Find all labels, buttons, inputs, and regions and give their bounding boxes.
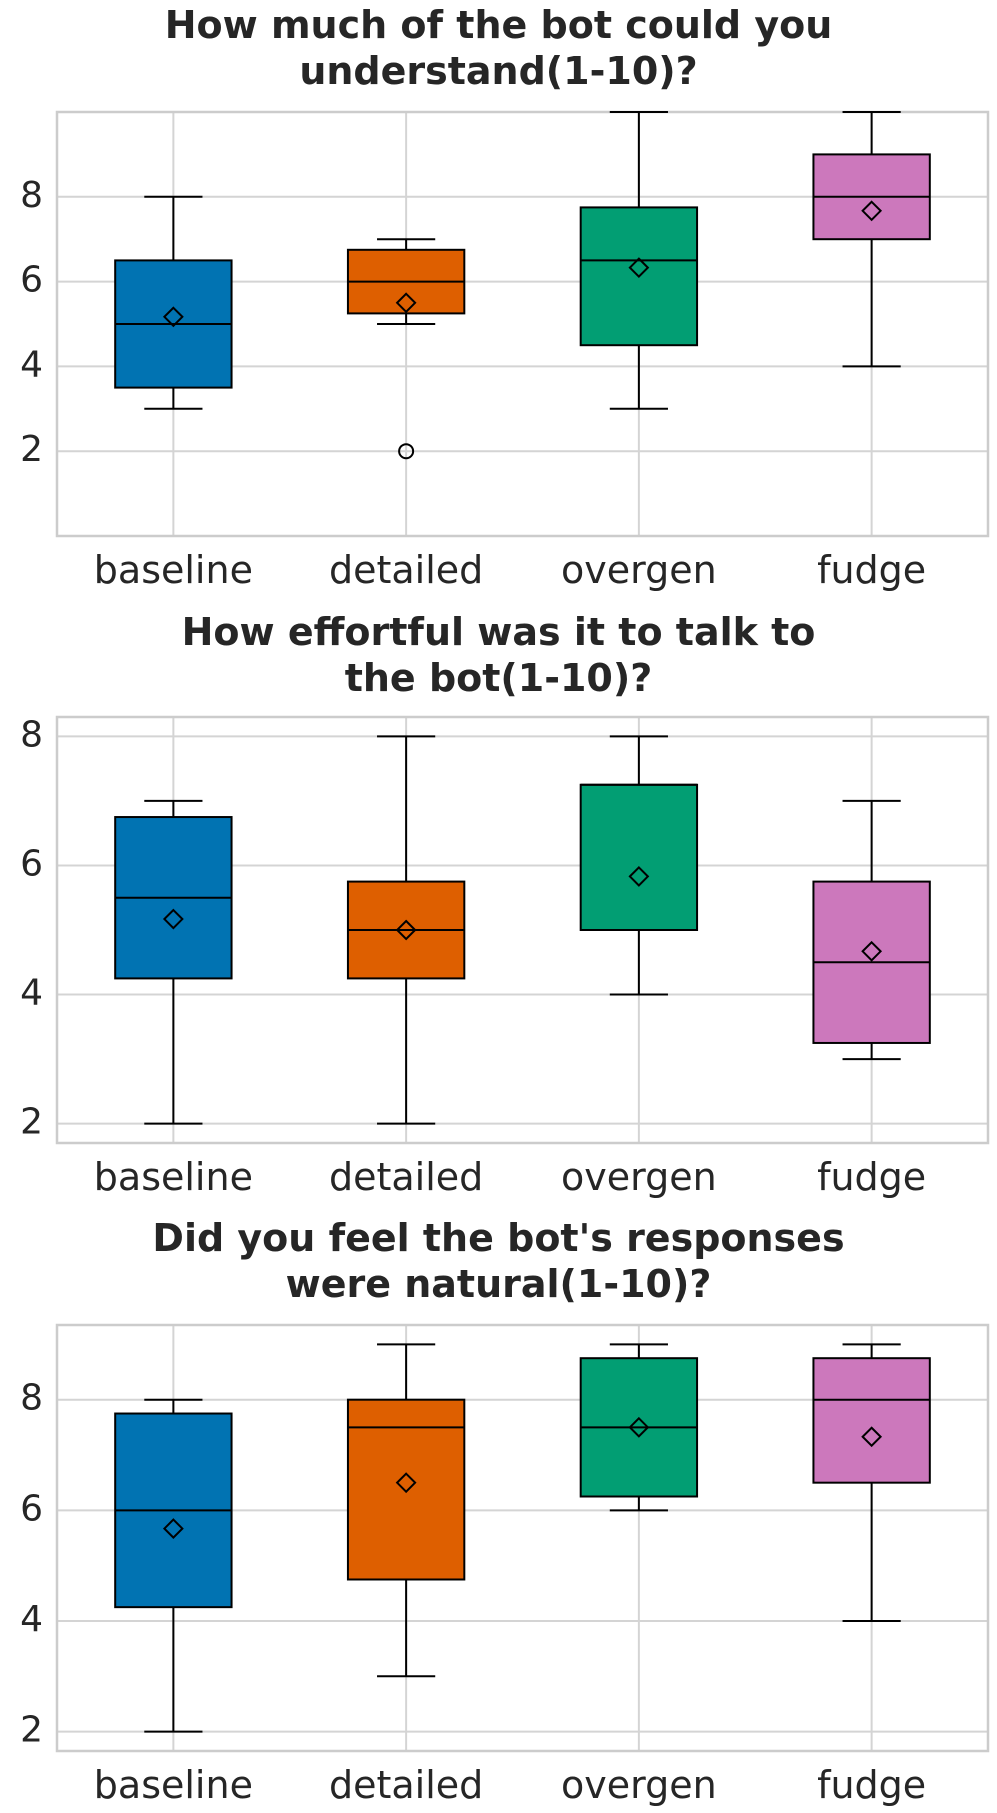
mean-marker-baseline <box>162 908 184 930</box>
iqr-box-overgen <box>579 783 699 932</box>
chart-title-1-line-2: understand(1-10)? <box>299 49 698 93</box>
boxplot-3: 2 4 6 8 baseline detailed overgen fudge <box>20 1323 990 1807</box>
mean-marker-overgen <box>628 866 650 887</box>
chart-title-2-line-2: the bot(1-10)? <box>344 656 653 700</box>
mean-marker-detailed <box>395 1472 417 1494</box>
outlier-detailed-0 <box>398 443 415 460</box>
mean-marker-detailed <box>395 919 417 941</box>
chart-title-3-line-1: Did you feel the bot's responses <box>152 1216 845 1260</box>
box-overgen <box>579 735 699 996</box>
x-tick-label-fudge: fudge <box>817 1763 926 1807</box>
x-tick-label-overgen: overgen <box>561 1155 717 1199</box>
x-tick-label-detailed: detailed <box>329 1763 483 1807</box>
chart-title-1: How much of the bot could you understand… <box>0 2 997 94</box>
box-detailed <box>346 238 466 460</box>
y-tick-label-8: 8 <box>20 1378 43 1419</box>
y-tick-label-4: 4 <box>20 973 43 1014</box>
box-fudge <box>812 1343 931 1622</box>
y-tick-label-6: 6 <box>20 1488 43 1529</box>
x-tick-label-overgen: overgen <box>561 1763 717 1807</box>
chart-title-1-line-1: How much of the bot could you <box>164 3 833 47</box>
y-tick-label-8: 8 <box>20 175 43 216</box>
x-tick-label-baseline: baseline <box>94 1763 253 1807</box>
box-detailed <box>346 1343 466 1678</box>
y-tick-label-2: 2 <box>20 1102 43 1143</box>
chart-title-2-line-1: How effortful was it to talk to <box>181 610 816 654</box>
y-tick-label-8: 8 <box>20 714 43 755</box>
x-tick-label-detailed: detailed <box>329 548 483 592</box>
mean-marker-fudge <box>861 1426 883 1448</box>
chart-title-3-line-2: were natural(1-10)? <box>285 1262 712 1306</box>
x-tick-label-baseline: baseline <box>94 548 253 592</box>
chart-title-3: Did you feel the bot's responses were na… <box>0 1215 997 1307</box>
box-baseline <box>114 1398 233 1733</box>
box-overgen <box>579 111 699 410</box>
chart-title-2: How effortful was it to talk to the bot(… <box>0 609 997 701</box>
box-baseline <box>114 799 233 1125</box>
y-tick-label-4: 4 <box>20 344 43 385</box>
x-tick-label-fudge: fudge <box>817 548 926 592</box>
iqr-box-detailed <box>346 1398 466 1581</box>
mean-marker-baseline <box>162 306 184 328</box>
mean-marker-detailed <box>395 292 417 314</box>
x-tick-label-detailed: detailed <box>329 1155 483 1199</box>
x-tick-label-fudge: fudge <box>817 1155 926 1199</box>
y-tick-label-6: 6 <box>20 843 43 884</box>
mean-marker-overgen <box>628 1416 650 1438</box>
box-fudge <box>812 799 931 1061</box>
plot-frame <box>55 715 990 1145</box>
y-tick-label-2: 2 <box>20 1710 43 1751</box>
iqr-box-fudge <box>812 1357 931 1484</box>
box-detailed <box>346 735 466 1125</box>
x-tick-label-baseline: baseline <box>94 1155 253 1199</box>
plot-frame <box>55 1323 990 1753</box>
mean-marker-overgen <box>628 257 650 279</box>
box-overgen <box>579 1343 699 1512</box>
y-tick-label-4: 4 <box>20 1599 43 1640</box>
boxplot-1: 2 4 6 8 baseline detailed overgen fudge <box>20 110 990 592</box>
y-tick-label-2: 2 <box>20 429 43 470</box>
mean-marker-baseline <box>162 1518 184 1540</box>
mean-marker-fudge <box>861 940 883 962</box>
x-tick-label-overgen: overgen <box>561 548 717 592</box>
box-baseline <box>114 195 233 410</box>
boxplot-2: 2 4 6 8 baseline detailed overgen fudge <box>20 714 990 1199</box>
plot-frame <box>55 110 990 538</box>
box-fudge <box>812 111 931 368</box>
mean-marker-fudge <box>861 200 883 222</box>
y-tick-label-6: 6 <box>20 260 43 301</box>
